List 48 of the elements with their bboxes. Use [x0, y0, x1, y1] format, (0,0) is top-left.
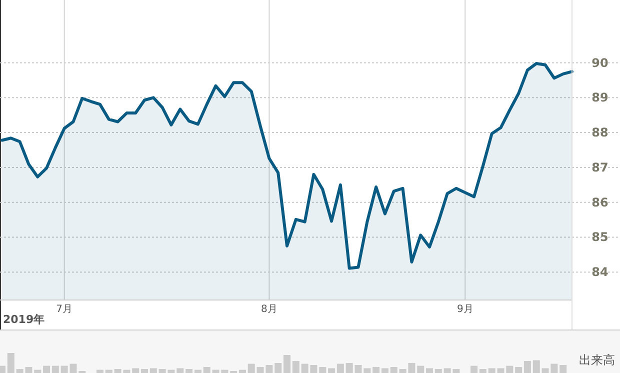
bar: [532, 360, 540, 373]
x-axis-title: 2019年: [3, 313, 45, 326]
bar: [390, 367, 398, 373]
bar: [292, 361, 300, 373]
y-tick-label: 90: [592, 56, 608, 70]
bar: [515, 367, 522, 373]
y-axis-title: 出来高: [579, 353, 615, 367]
bar: [248, 364, 255, 373]
bar: [176, 368, 184, 373]
bar: [426, 368, 433, 373]
y-tick-label: 87: [592, 160, 608, 174]
bar: [105, 370, 112, 373]
bar: [141, 369, 148, 373]
bar: [203, 367, 210, 373]
y-tick-label: 85: [592, 230, 608, 244]
bar: [372, 367, 380, 373]
y-tick-label: 86: [592, 195, 608, 210]
bar: [132, 368, 140, 373]
bar: [150, 368, 157, 373]
bar: [434, 369, 442, 373]
bar: [60, 366, 68, 373]
bar: [336, 364, 344, 373]
bar: [284, 355, 290, 373]
bar: [488, 368, 496, 373]
bar: [346, 363, 353, 373]
bar: [319, 367, 326, 373]
bar: [186, 369, 193, 373]
y-tick-label: 88: [592, 126, 608, 140]
bar: [43, 366, 50, 373]
bar: [96, 370, 104, 373]
bar: [328, 368, 336, 373]
bar: [34, 370, 42, 373]
bar: [7, 353, 14, 373]
bar: [52, 366, 59, 373]
y-tick-label: 84: [592, 265, 608, 280]
x-tick-label: 8月: [261, 304, 278, 315]
bar: [381, 368, 388, 373]
bar: [560, 365, 567, 373]
bar: [417, 366, 424, 373]
bar: [238, 370, 246, 373]
bar: [470, 366, 478, 373]
y-tick-label: 89: [592, 90, 608, 105]
bar: [194, 370, 202, 373]
bar: [524, 361, 531, 373]
x-tick-label: 9月: [456, 304, 474, 315]
bar: [274, 363, 282, 373]
x-tick-label: 7月: [56, 304, 73, 315]
bar: [479, 369, 486, 373]
